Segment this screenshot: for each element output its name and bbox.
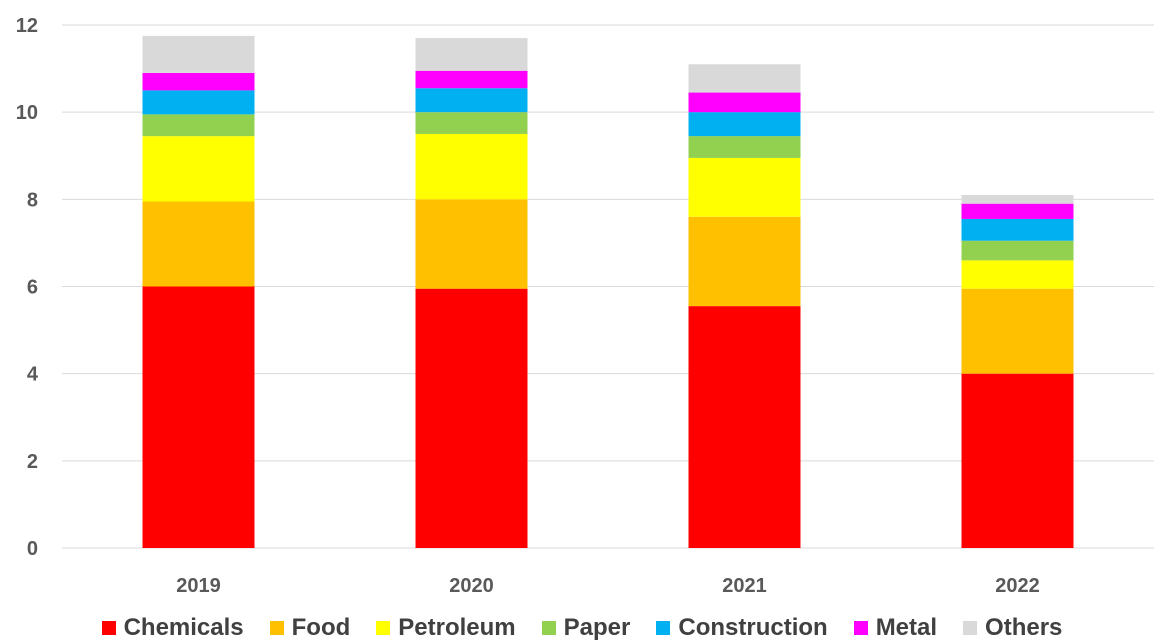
legend-item-construction: Construction <box>656 614 828 641</box>
bar-segment-construction-2020 <box>415 88 528 113</box>
bar-segment-paper-2022 <box>961 240 1074 261</box>
legend-label: Petroleum <box>398 614 516 641</box>
bar-segment-metal-2022 <box>961 203 1074 219</box>
bar-segment-food-2022 <box>961 288 1074 374</box>
bar-segment-food-2019 <box>142 201 255 287</box>
bar-segment-metal-2019 <box>142 72 255 91</box>
y-tick-label: 12 <box>16 15 38 37</box>
bar-segment-construction-2019 <box>142 90 255 115</box>
bar-segment-construction-2021 <box>688 112 801 137</box>
x-axis-tick-labels: 2019 2020 2021 2022 <box>176 575 1040 597</box>
bar-segment-food-2020 <box>415 199 528 289</box>
x-tick-label: 2022 <box>995 575 1040 597</box>
y-axis-tick-labels: 0 2 4 6 8 10 12 <box>16 15 39 560</box>
bars <box>142 35 1074 548</box>
legend-swatch <box>853 621 868 635</box>
x-tick-label: 2021 <box>722 575 767 597</box>
legend-swatch <box>541 621 556 635</box>
bar-segment-chemicals-2022 <box>961 373 1074 548</box>
legend-swatch <box>656 621 671 635</box>
legend-swatch <box>963 621 978 635</box>
chart-plot: 0 2 4 6 8 10 12 2019 2020 2021 2022 <box>16 15 1154 597</box>
x-tick-label: 2019 <box>176 575 221 597</box>
y-tick-label: 8 <box>27 189 38 211</box>
bar-segment-paper-2020 <box>415 112 528 134</box>
bar-segment-paper-2021 <box>688 136 801 158</box>
y-tick-label: 6 <box>27 277 38 299</box>
bar-segment-others-2021 <box>688 64 801 93</box>
bar-segment-chemicals-2021 <box>688 306 801 548</box>
bar-segment-food-2021 <box>688 216 801 307</box>
bar-segment-paper-2019 <box>142 114 255 137</box>
bar-segment-metal-2020 <box>415 70 528 89</box>
legend-item-food: Food <box>269 614 351 641</box>
legend-label: Food <box>291 614 351 641</box>
bar-segment-chemicals-2020 <box>415 288 528 548</box>
legend-item-metal: Metal <box>853 614 938 641</box>
legend-swatch <box>376 621 391 635</box>
legend-item-others: Others <box>963 616 1062 640</box>
legend: Chemicals Food Petroleum Paper Construction M… <box>0 612 1164 644</box>
y-tick-label: 10 <box>16 102 38 124</box>
x-tick-label: 2020 <box>449 575 494 597</box>
bar-segment-petroleum-2020 <box>415 133 528 200</box>
bar-segment-others-2020 <box>415 38 528 71</box>
legend-item-chemicals: Chemicals <box>101 614 244 641</box>
y-tick-label: 4 <box>27 364 39 386</box>
legend-label: Metal <box>875 614 938 641</box>
bar-segment-others-2022 <box>961 194 1074 204</box>
legend-item-paper: Paper <box>541 614 631 641</box>
legend-label: Construction <box>678 614 828 641</box>
legend-label: Others <box>985 614 1063 641</box>
bar-segment-others-2019 <box>142 35 255 73</box>
bar-segment-construction-2022 <box>961 218 1074 241</box>
bar-segment-petroleum-2022 <box>961 260 1074 289</box>
legend-item-petroleum: Petroleum <box>376 614 516 641</box>
legend-label: Chemicals <box>123 614 244 641</box>
bar-segment-metal-2021 <box>688 92 801 113</box>
legend-label: Paper <box>563 614 631 641</box>
bar-segment-petroleum-2021 <box>688 157 801 217</box>
y-tick-label: 2 <box>27 451 38 473</box>
bar-segment-chemicals-2019 <box>142 286 255 548</box>
y-tick-label: 0 <box>27 538 38 560</box>
bar-segment-petroleum-2019 <box>142 136 255 202</box>
legend-swatch <box>101 621 116 635</box>
legend-swatch <box>269 621 284 635</box>
